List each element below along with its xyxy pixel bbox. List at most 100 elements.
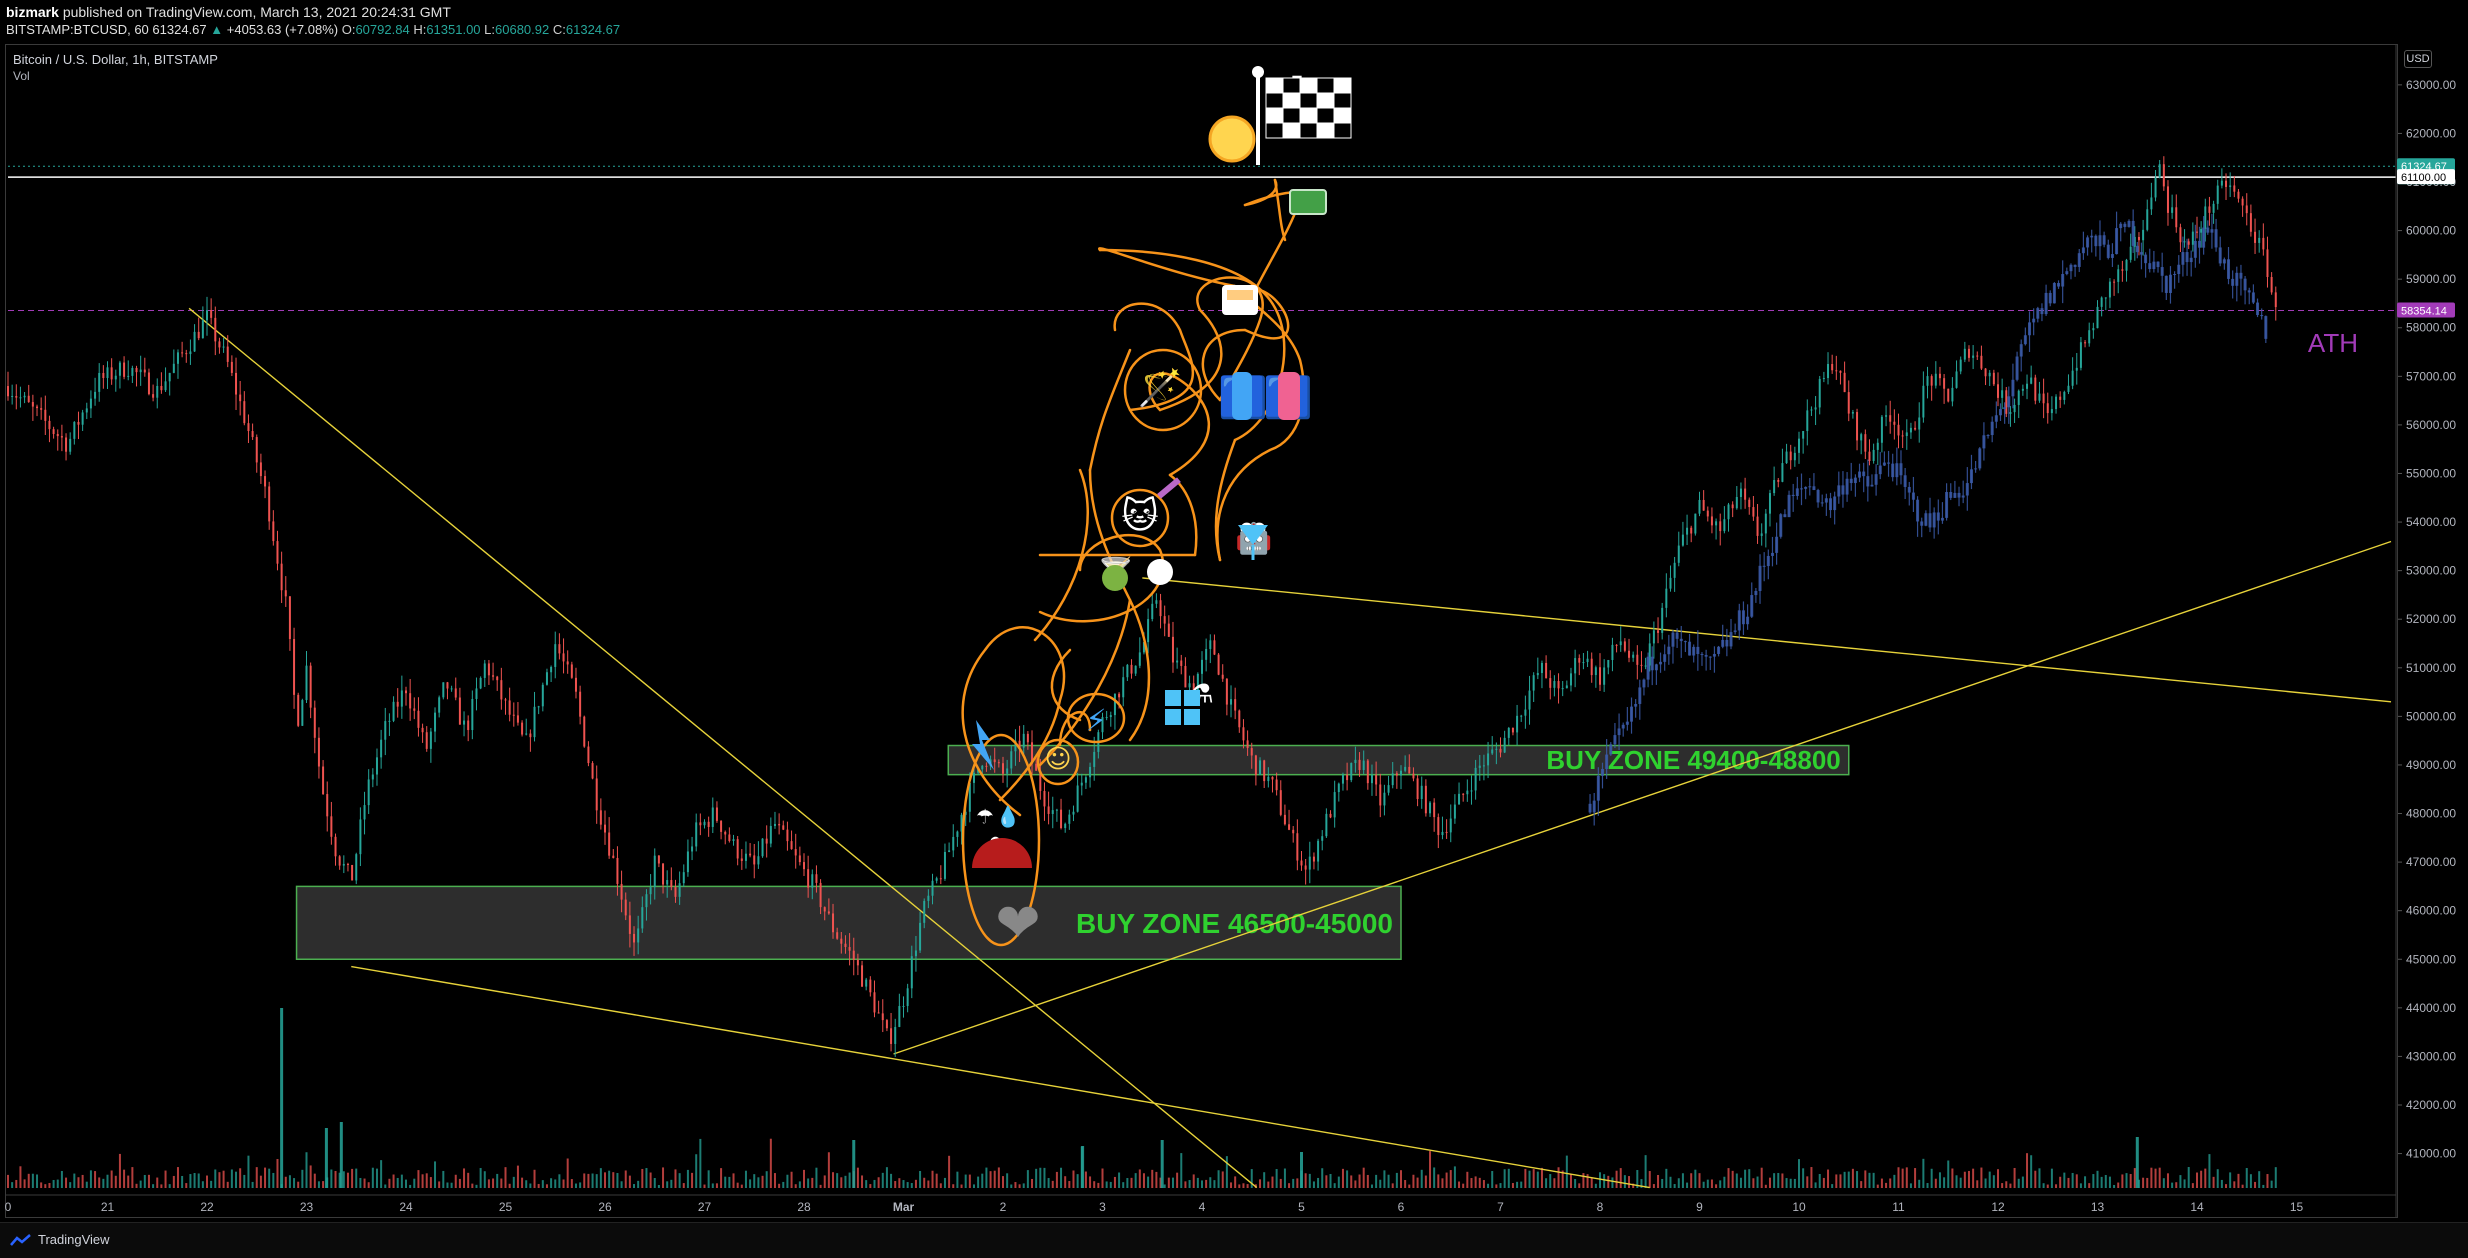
candle-body: [2067, 385, 2070, 392]
volume-bar: [1370, 1184, 1373, 1188]
currency-button[interactable]: USD: [2404, 50, 2432, 68]
volume-bar: [1843, 1171, 1846, 1188]
flag-cell: [1316, 107, 1335, 124]
chart-frame[interactable]: [5, 44, 2398, 1218]
overlay-body: [1965, 483, 1969, 496]
volume-bar: [131, 1167, 134, 1188]
candle-body: [23, 395, 26, 398]
overlay-body: [2218, 247, 2222, 264]
volume-bar: [2125, 1173, 2128, 1188]
overlay-body: [1609, 744, 1613, 755]
candle-body: [1387, 785, 1390, 793]
volume-legend[interactable]: Vol: [13, 69, 30, 83]
candle-body: [1636, 654, 1639, 665]
annotation-icon[interactable]: ❤: [995, 892, 1040, 955]
x-tick-label: Mar: [893, 1200, 915, 1214]
annotation-icon[interactable]: 💧: [996, 805, 1021, 829]
time-axis: 0 21 22 23 24 25 26 27 28 Mar 2 3 4 5 6 7 8 9 10 11 12 13 14 15: [5, 1194, 2396, 1214]
volume-bar: [1569, 1174, 1572, 1188]
volume-bar: [1006, 1173, 1009, 1188]
volume-bar: [1039, 1167, 1042, 1188]
volume-spike: [280, 1008, 284, 1188]
annotation-icon[interactable]: ☂: [976, 805, 994, 829]
overlay-body: [2210, 229, 2214, 233]
volume-bar: [736, 1182, 739, 1188]
candle-body: [429, 731, 432, 749]
volume-bar: [902, 1180, 905, 1188]
high-label: H:: [413, 22, 427, 37]
overlay-body: [1887, 462, 1891, 464]
volume-bar: [1225, 1156, 1228, 1188]
candle-body: [1951, 387, 1954, 402]
trendline[interactable]: [188, 307, 1258, 1189]
volume-bar: [1230, 1182, 1233, 1188]
volume-bar: [56, 1179, 59, 1188]
volume-bar: [981, 1173, 984, 1188]
trendline[interactable]: [893, 540, 2392, 1055]
volume-spike: [324, 1128, 328, 1188]
volume-bar: [1657, 1174, 1660, 1188]
candle-body: [1768, 493, 1771, 514]
volume-bar: [579, 1182, 582, 1188]
candle-body: [36, 406, 39, 409]
candle-body: [1893, 421, 1896, 425]
x-tick-label: 14: [2190, 1200, 2204, 1214]
candle-body: [832, 913, 835, 933]
ath-label: ATH: [2308, 328, 2358, 358]
series-legend[interactable]: Bitcoin / U.S. Dollar, 1h, BITSTAMP: [13, 52, 218, 67]
tradingview-logo-icon: [10, 1233, 31, 1246]
volume-bar: [139, 1180, 142, 1188]
price-badge[interactable]: [2397, 302, 2455, 318]
candle-body: [1611, 644, 1614, 660]
volume-bar: [351, 1168, 354, 1188]
trendline[interactable]: [1142, 577, 2392, 703]
annotation-icons: ☀⚑💵☕🪄🚹🚺❤🐱🍸🤖⚡☺⚗❤⚓☂💧: [972, 62, 1352, 955]
volume-bar: [2245, 1168, 2248, 1188]
candle-body: [537, 706, 540, 708]
candle-body: [545, 672, 548, 685]
annotation-icon[interactable]: 🪄: [1138, 367, 1183, 409]
candle-body: [836, 932, 839, 939]
volume-bar: [1408, 1184, 1411, 1188]
y-tick-label: 49000.00: [2406, 758, 2456, 772]
candle-body: [2079, 342, 2082, 368]
candle-body: [301, 700, 304, 726]
candle-body: [1138, 652, 1141, 666]
candle-body: [450, 688, 453, 690]
y-tick-label: 62000.00: [2406, 126, 2456, 140]
volume-bar: [48, 1182, 51, 1188]
candle-body: [288, 596, 291, 639]
brand-label: TradingView: [38, 1232, 110, 1247]
annotation-icon[interactable]: ☺: [1044, 745, 1071, 775]
volume-bar: [442, 1170, 445, 1188]
drawn-stroke: [1088, 348, 1132, 472]
annotation-icon[interactable]: ⚡: [1085, 704, 1106, 739]
volume-bar: [657, 1184, 660, 1188]
candle-body: [914, 950, 917, 957]
candle-body: [317, 737, 320, 767]
volume-bar: [1416, 1177, 1419, 1188]
volume-bar: [438, 1181, 441, 1188]
volume-bar: [2187, 1167, 2190, 1188]
overlay-body: [1829, 498, 1833, 511]
volume-bar: [1934, 1178, 1937, 1188]
volume-bar: [1967, 1170, 1970, 1188]
author-name[interactable]: bizmark: [6, 4, 59, 20]
annotation-icon[interactable]: 🐱: [1121, 496, 1159, 537]
price-badge[interactable]: [2397, 169, 2455, 185]
candle-body: [1880, 416, 1883, 443]
candle-body: [579, 691, 582, 717]
volume-bar: [1201, 1180, 1203, 1188]
y-tick-label: 54000.00: [2406, 515, 2456, 529]
tradingview-brand[interactable]: TradingView: [10, 1232, 110, 1247]
candle-body: [2133, 236, 2136, 247]
candle-body: [2245, 205, 2248, 214]
volume-bar: [1424, 1175, 1427, 1188]
y-tick-label: 42000.00: [2406, 1098, 2456, 1112]
flag-cell: [1299, 122, 1318, 139]
volume-bar: [1271, 1176, 1274, 1188]
volume-bar: [919, 1170, 922, 1188]
candle-body: [438, 697, 441, 713]
trendline[interactable]: [351, 965, 1650, 1189]
